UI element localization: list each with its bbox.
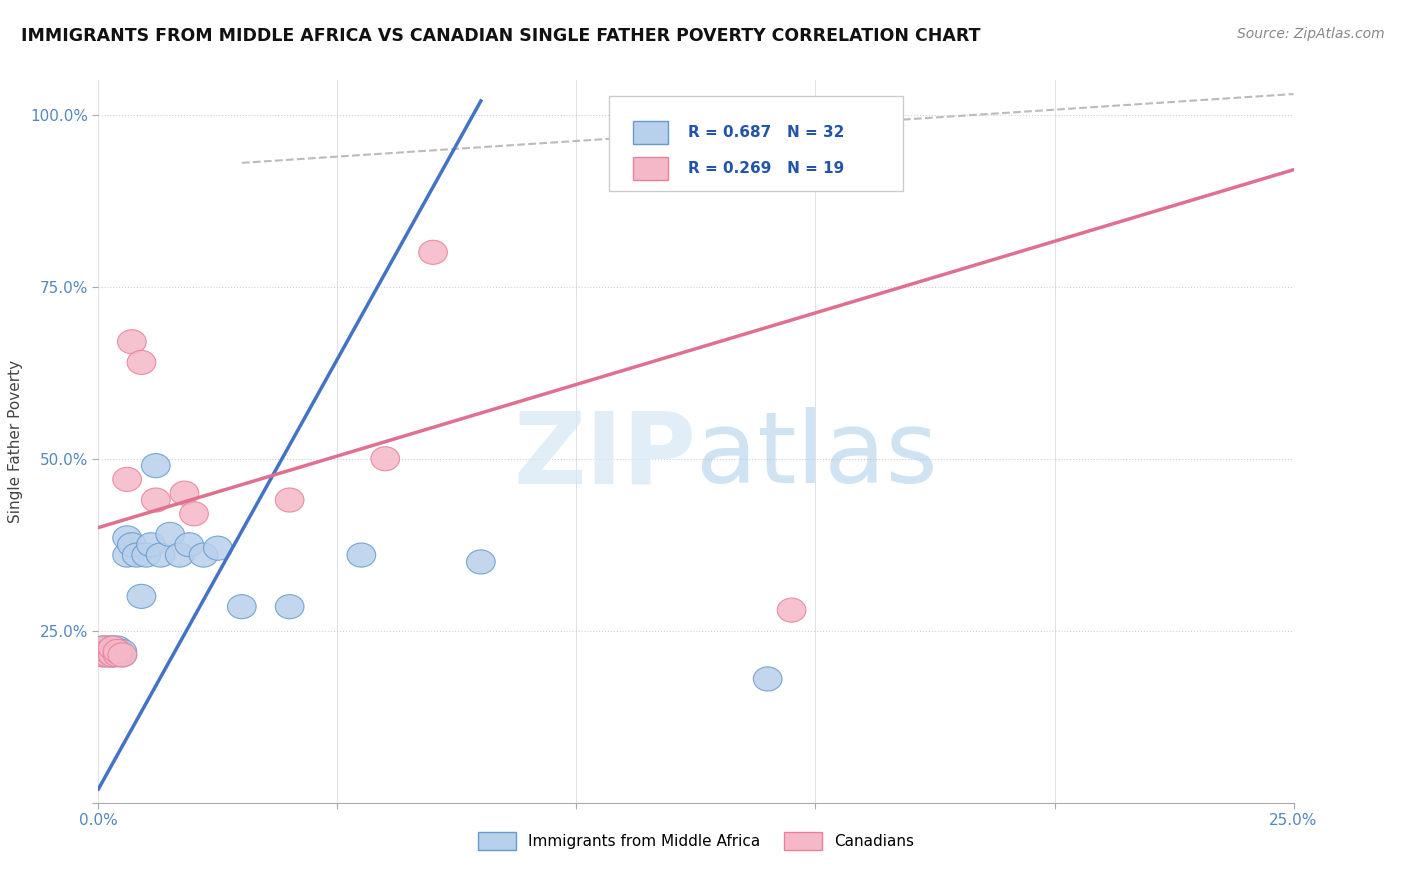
FancyBboxPatch shape bbox=[633, 157, 668, 180]
Ellipse shape bbox=[98, 636, 127, 660]
Ellipse shape bbox=[98, 640, 127, 664]
Text: R = 0.687   N = 32: R = 0.687 N = 32 bbox=[688, 125, 844, 140]
Ellipse shape bbox=[94, 643, 122, 667]
Text: Source: ZipAtlas.com: Source: ZipAtlas.com bbox=[1237, 27, 1385, 41]
Ellipse shape bbox=[98, 636, 127, 660]
Ellipse shape bbox=[166, 543, 194, 567]
Ellipse shape bbox=[89, 636, 118, 660]
Ellipse shape bbox=[118, 330, 146, 354]
Ellipse shape bbox=[98, 643, 127, 667]
Ellipse shape bbox=[94, 640, 122, 664]
Ellipse shape bbox=[108, 640, 136, 664]
Ellipse shape bbox=[94, 640, 122, 664]
Y-axis label: Single Father Poverty: Single Father Poverty bbox=[8, 360, 22, 523]
FancyBboxPatch shape bbox=[609, 96, 903, 191]
Ellipse shape bbox=[419, 240, 447, 264]
Ellipse shape bbox=[180, 501, 208, 526]
Ellipse shape bbox=[89, 636, 118, 660]
Ellipse shape bbox=[112, 543, 142, 567]
Ellipse shape bbox=[142, 453, 170, 478]
Ellipse shape bbox=[467, 549, 495, 574]
Ellipse shape bbox=[108, 643, 136, 667]
Ellipse shape bbox=[103, 636, 132, 660]
Ellipse shape bbox=[276, 488, 304, 512]
Ellipse shape bbox=[190, 543, 218, 567]
Text: R = 0.269   N = 19: R = 0.269 N = 19 bbox=[688, 161, 844, 176]
Ellipse shape bbox=[371, 447, 399, 471]
Ellipse shape bbox=[94, 636, 122, 660]
Ellipse shape bbox=[132, 543, 160, 567]
Ellipse shape bbox=[228, 595, 256, 619]
Ellipse shape bbox=[754, 667, 782, 691]
Ellipse shape bbox=[204, 536, 232, 560]
Text: IMMIGRANTS FROM MIDDLE AFRICA VS CANADIAN SINGLE FATHER POVERTY CORRELATION CHAR: IMMIGRANTS FROM MIDDLE AFRICA VS CANADIA… bbox=[21, 27, 980, 45]
Ellipse shape bbox=[89, 643, 118, 667]
Ellipse shape bbox=[276, 595, 304, 619]
Ellipse shape bbox=[347, 543, 375, 567]
Ellipse shape bbox=[103, 643, 132, 667]
Ellipse shape bbox=[112, 467, 142, 491]
Ellipse shape bbox=[127, 584, 156, 608]
Ellipse shape bbox=[127, 351, 156, 375]
Ellipse shape bbox=[98, 643, 127, 667]
Ellipse shape bbox=[170, 481, 198, 505]
FancyBboxPatch shape bbox=[633, 120, 668, 144]
Ellipse shape bbox=[136, 533, 166, 557]
Ellipse shape bbox=[122, 543, 150, 567]
Ellipse shape bbox=[174, 533, 204, 557]
Ellipse shape bbox=[103, 640, 132, 664]
Ellipse shape bbox=[89, 643, 118, 667]
Text: ZIP: ZIP bbox=[513, 408, 696, 505]
Ellipse shape bbox=[118, 533, 146, 557]
Ellipse shape bbox=[98, 643, 127, 667]
Ellipse shape bbox=[112, 525, 142, 549]
Ellipse shape bbox=[94, 643, 122, 667]
Legend: Immigrants from Middle Africa, Canadians: Immigrants from Middle Africa, Canadians bbox=[472, 826, 920, 856]
Text: atlas: atlas bbox=[696, 408, 938, 505]
Ellipse shape bbox=[146, 543, 174, 567]
Ellipse shape bbox=[103, 640, 132, 664]
Ellipse shape bbox=[108, 643, 136, 667]
Ellipse shape bbox=[156, 523, 184, 547]
Ellipse shape bbox=[142, 488, 170, 512]
Ellipse shape bbox=[778, 599, 806, 623]
